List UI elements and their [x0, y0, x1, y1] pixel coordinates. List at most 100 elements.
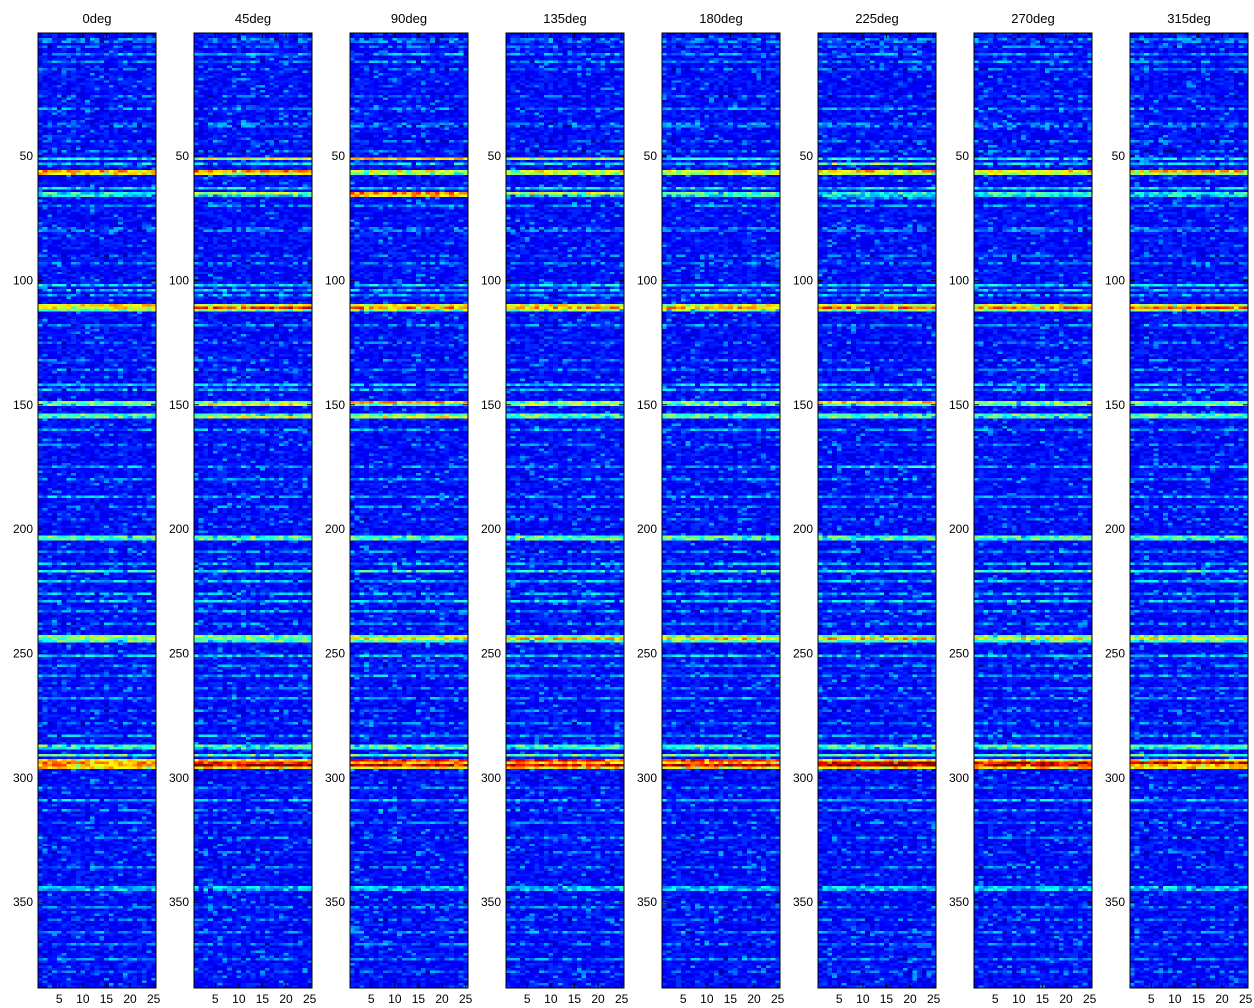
x-tick-label: 5: [212, 992, 219, 1006]
y-tick-label: 300: [169, 771, 189, 785]
x-tick-label: 10: [388, 992, 402, 1006]
x-tick-label: 20: [279, 992, 293, 1006]
x-tick-label: 25: [147, 992, 161, 1006]
panel-45deg: 45deg 50 100 150 200 250 300 350 5 10 15 20 25: [169, 11, 317, 1006]
heatmap-image: [350, 33, 468, 988]
heatmap-image: [1130, 33, 1248, 988]
x-tick-label: 20: [747, 992, 761, 1006]
x-tick-label: 5: [1148, 992, 1155, 1006]
y-tick-label: 50: [488, 149, 502, 163]
x-tick-label: 5: [56, 992, 63, 1006]
panel-title: 180deg: [699, 11, 742, 26]
x-tick-label: 15: [100, 992, 114, 1006]
y-tick-label: 200: [793, 522, 813, 536]
y-tick-label: 100: [481, 273, 501, 287]
y-tick-label: 250: [793, 647, 813, 661]
y-tick-label: 150: [13, 398, 33, 412]
y-tick-label: 200: [1105, 522, 1125, 536]
y-tick-label: 300: [1105, 771, 1125, 785]
y-tick-label: 150: [481, 398, 501, 412]
y-tick-label: 250: [1105, 647, 1125, 661]
axes-frame: [349, 32, 469, 989]
y-tick-label: 350: [637, 895, 657, 909]
x-tick-label: 5: [524, 992, 531, 1006]
y-tick-label: 100: [169, 273, 189, 287]
y-tick-label: 250: [325, 647, 345, 661]
panel-90deg: 90deg 50 100 150 200 250 300 350 5 10 15 20 25: [325, 11, 473, 1006]
axes-frame: [973, 32, 1093, 989]
y-tick-label: 350: [325, 895, 345, 909]
y-tick-label: 50: [332, 149, 346, 163]
y-tick-label: 150: [637, 398, 657, 412]
y-tick-label: 200: [325, 522, 345, 536]
y-tick-label: 300: [481, 771, 501, 785]
axes-frame: [661, 32, 781, 989]
axes-frame: [817, 32, 937, 989]
x-tick-label: 20: [435, 992, 449, 1006]
y-tick-label: 50: [1112, 149, 1126, 163]
y-tick-label: 250: [637, 647, 657, 661]
y-tick-label: 50: [644, 149, 658, 163]
x-tick-label: 15: [724, 992, 738, 1006]
x-tick-label: 10: [76, 992, 90, 1006]
y-tick-label: 200: [169, 522, 189, 536]
y-tick-label: 150: [949, 398, 969, 412]
y-tick-label: 300: [793, 771, 813, 785]
x-tick-label: 5: [836, 992, 843, 1006]
x-tick-label: 20: [903, 992, 917, 1006]
x-tick-label: 25: [303, 992, 317, 1006]
y-tick-label: 100: [793, 273, 813, 287]
y-tick-label: 100: [1105, 273, 1125, 287]
panel-title: 225deg: [855, 11, 898, 26]
y-tick-label: 350: [949, 895, 969, 909]
y-tick-label: 200: [637, 522, 657, 536]
x-tick-label: 10: [700, 992, 714, 1006]
y-tick-label: 150: [169, 398, 189, 412]
panel-title: 90deg: [391, 11, 427, 26]
x-tick-label: 10: [856, 992, 870, 1006]
y-tick-label: 200: [949, 522, 969, 536]
panel-0deg: 0deg 50 100 150 200 250 300 350 5 10 15 20 25: [13, 11, 161, 1006]
panel-title: 0deg: [83, 11, 112, 26]
y-tick-label: 350: [169, 895, 189, 909]
y-tick-label: 300: [949, 771, 969, 785]
y-tick-label: 200: [481, 522, 501, 536]
axes-frame: [505, 32, 625, 989]
y-tick-label: 100: [637, 273, 657, 287]
x-tick-label: 25: [927, 992, 941, 1006]
axes-frame: [37, 32, 157, 989]
heatmap-image: [38, 33, 156, 988]
heatmap-image: [974, 33, 1092, 988]
x-tick-label: 15: [256, 992, 270, 1006]
panel-225deg: 225deg 50 100 150 200 250 300 350 5 10 15 20 25: [793, 11, 941, 1006]
y-tick-label: 200: [13, 522, 33, 536]
panel-title: 270deg: [1011, 11, 1054, 26]
heatmap-image: [818, 33, 936, 988]
panel-title: 135deg: [543, 11, 586, 26]
x-tick-label: 25: [1239, 992, 1253, 1006]
y-tick-label: 100: [13, 273, 33, 287]
x-tick-label: 20: [123, 992, 137, 1006]
axes-frame: [193, 32, 313, 989]
x-tick-label: 25: [1083, 992, 1097, 1006]
y-tick-label: 150: [1105, 398, 1125, 412]
x-tick-label: 15: [1036, 992, 1050, 1006]
x-tick-label: 15: [568, 992, 582, 1006]
y-tick-label: 50: [20, 149, 34, 163]
y-tick-label: 100: [325, 273, 345, 287]
panel-270deg: 270deg 50 100 150 200 250 300 350 5 10 15 20 25: [949, 11, 1097, 1006]
y-tick-label: 250: [169, 647, 189, 661]
panel-title: 45deg: [235, 11, 271, 26]
y-tick-label: 100: [949, 273, 969, 287]
y-tick-label: 250: [481, 647, 501, 661]
y-tick-label: 50: [176, 149, 190, 163]
x-tick-label: 5: [992, 992, 999, 1006]
y-tick-label: 350: [481, 895, 501, 909]
y-tick-label: 50: [800, 149, 814, 163]
x-tick-label: 5: [680, 992, 687, 1006]
x-tick-label: 25: [615, 992, 629, 1006]
x-tick-label: 10: [1168, 992, 1182, 1006]
y-tick-label: 350: [1105, 895, 1125, 909]
x-tick-label: 15: [412, 992, 426, 1006]
